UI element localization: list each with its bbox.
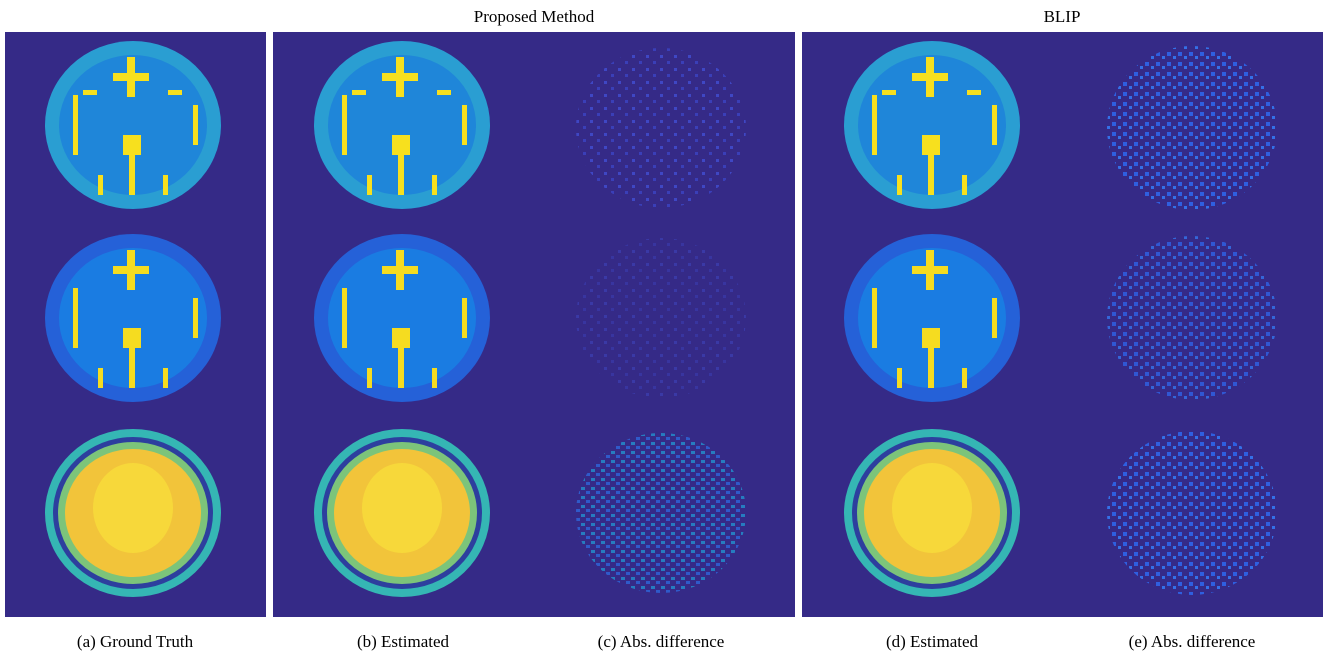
figure: Proposed Method BLIP (a) Ground Truth (b… <box>0 0 1328 660</box>
group-title: BLIP <box>1044 7 1081 26</box>
caption: (a) Ground Truth <box>77 632 194 651</box>
figure-canvas: Proposed Method BLIP (a) Ground Truth (b… <box>0 0 1328 660</box>
caption: (b) Estimated <box>357 632 450 651</box>
caption: (c) Abs. difference <box>598 632 725 651</box>
caption: (d) Estimated <box>886 632 979 651</box>
caption: (e) Abs. difference <box>1129 632 1256 651</box>
group-title: Proposed Method <box>474 7 595 26</box>
